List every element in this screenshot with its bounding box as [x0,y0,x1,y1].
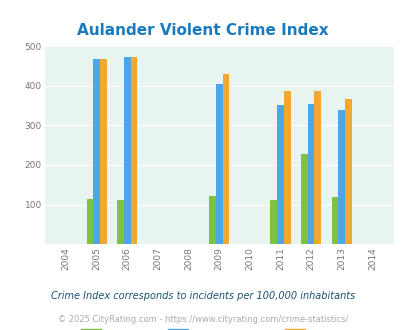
Bar [283,90,290,244]
Bar [277,105,283,244]
Text: Crime Index corresponds to incidents per 100,000 inhabitants: Crime Index corresponds to incidents per… [51,291,354,301]
Bar [117,200,124,244]
Bar [209,196,215,244]
Bar [300,153,307,244]
Bar [222,74,229,244]
Bar [314,90,320,244]
Bar [215,84,222,244]
Bar [100,59,107,244]
Bar [130,57,137,244]
Text: © 2025 CityRating.com - https://www.cityrating.com/crime-statistics/: © 2025 CityRating.com - https://www.city… [58,315,347,324]
Bar [124,57,130,244]
Bar [270,200,277,244]
Text: Aulander Violent Crime Index: Aulander Violent Crime Index [77,23,328,38]
Bar [344,99,351,244]
Bar [307,104,314,244]
Bar [337,110,344,244]
Legend: Aulander, North Carolina, National: Aulander, North Carolina, National [76,325,361,330]
Bar [331,197,337,244]
Bar [86,199,93,244]
Bar [93,59,100,244]
